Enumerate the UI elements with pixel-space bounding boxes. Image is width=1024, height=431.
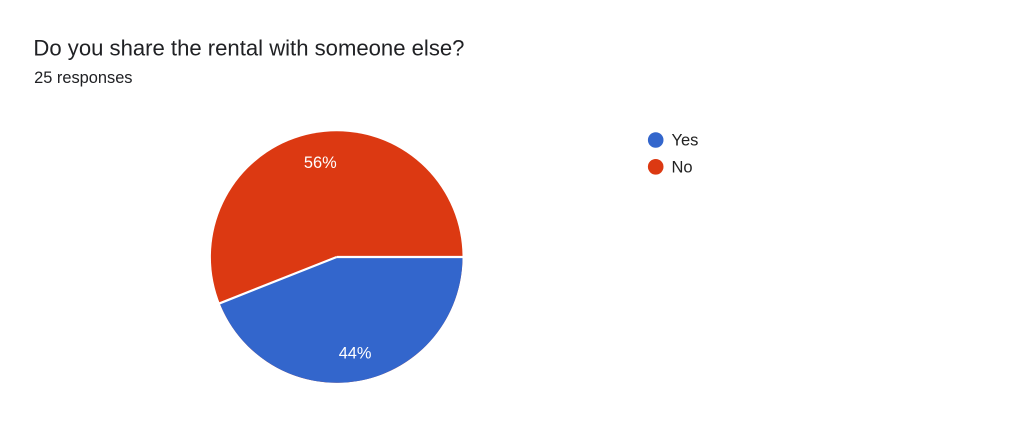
- svg-text:25 responses: 25 responses: [34, 69, 132, 87]
- svg-text:Do you share the rental with s: Do you share the rental with someone els…: [33, 36, 464, 61]
- svg-text:Yes: Yes: [672, 132, 699, 150]
- svg-text:No: No: [672, 159, 693, 177]
- svg-text:44%: 44%: [339, 345, 372, 363]
- svg-text:56%: 56%: [304, 154, 337, 172]
